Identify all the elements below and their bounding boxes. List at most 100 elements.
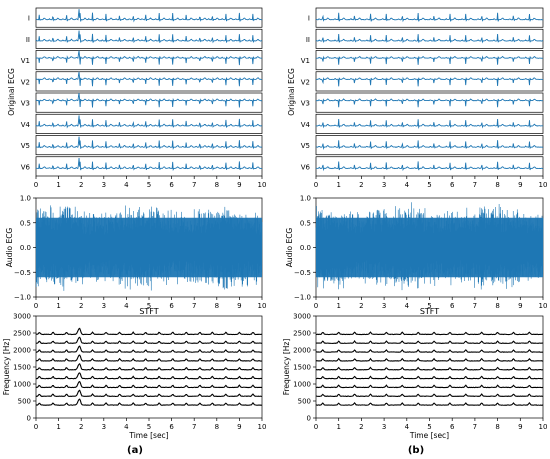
x-tick-label: 9 — [237, 302, 241, 310]
x-tick-label: 1 — [56, 302, 60, 310]
lead-waveform — [35, 9, 263, 23]
lead-label: V3 — [301, 100, 310, 108]
lead-waveform — [315, 118, 544, 129]
x-tick-label: 2 — [359, 181, 363, 189]
stft-xlabel: Time [sec] — [409, 431, 449, 440]
y-tick-label: −0.5 — [294, 269, 311, 277]
lead-waveform — [315, 76, 544, 87]
y-tick-label: 0 — [27, 415, 31, 423]
x-tick-label: 4 — [405, 181, 410, 189]
lead-label: V1 — [21, 57, 30, 65]
x-tick-label: 4 — [405, 302, 410, 310]
x-tick-label: 1 — [56, 181, 60, 189]
x-tick-label: 6 — [169, 302, 174, 310]
lead-frame — [35, 113, 263, 134]
stft-band-trace — [35, 327, 263, 336]
stft-band-trace — [315, 340, 544, 344]
lead-waveform — [35, 136, 263, 150]
lead-waveform — [35, 71, 263, 87]
y-tick-label: −0.5 — [14, 269, 31, 277]
stft-band-trace — [315, 357, 544, 362]
stft-band-trace — [315, 402, 544, 406]
x-tick-label: 5 — [427, 302, 431, 310]
lead-waveform — [315, 12, 544, 23]
x-tick-label: 2 — [79, 423, 83, 431]
lead-frame — [315, 135, 544, 156]
lead-label: V4 — [301, 121, 311, 129]
lead-label: V5 — [21, 142, 30, 150]
y-tick-label: 0.0 — [300, 244, 311, 252]
lead-label: II — [26, 36, 30, 44]
ecg-ylabel: Original ECG — [7, 68, 16, 116]
x-tick-label: 3 — [102, 423, 106, 431]
ecg-ylabel: Original ECG — [287, 68, 296, 116]
x-tick-label: 4 — [124, 423, 129, 431]
lead-label: V3 — [21, 100, 30, 108]
lead-frame — [35, 28, 263, 49]
x-tick-label: 6 — [450, 423, 455, 431]
x-tick-label: 7 — [192, 181, 196, 189]
x-tick-label: 10 — [539, 423, 548, 431]
panel-label: (a) — [127, 445, 143, 456]
stft-ylabel: Frequency [Hz] — [2, 339, 11, 396]
stft-band-trace — [35, 380, 263, 389]
x-tick-label: 0 — [34, 423, 38, 431]
x-tick-label: 8 — [215, 302, 219, 310]
lead-frame — [315, 7, 544, 28]
lead-label: I — [308, 15, 310, 23]
x-tick-label: 0 — [314, 181, 318, 189]
stft-band-trace — [315, 375, 544, 380]
panel-label: (b) — [408, 445, 424, 456]
y-tick-label: 2500 — [13, 330, 31, 338]
lead-label: V4 — [21, 121, 31, 129]
x-tick-label: 5 — [427, 423, 431, 431]
x-tick-label: 5 — [147, 302, 151, 310]
lead-waveform — [35, 30, 263, 44]
lead-label: V6 — [301, 163, 311, 171]
x-tick-label: 0 — [314, 423, 318, 431]
lead-frame — [315, 50, 544, 71]
lead-frame — [35, 92, 263, 113]
lead-waveform — [315, 161, 544, 172]
x-tick-label: 7 — [473, 302, 477, 310]
stft-band-trace — [35, 362, 263, 371]
y-tick-label: 3000 — [293, 313, 311, 321]
stft-band-trace — [315, 393, 544, 398]
x-tick-label: 0 — [34, 181, 38, 189]
y-tick-label: 2500 — [293, 330, 311, 338]
y-tick-label: 1000 — [293, 381, 311, 389]
y-tick-label: −1.0 — [294, 294, 311, 302]
x-tick-label: 5 — [147, 423, 151, 431]
x-tick-label: 6 — [450, 302, 455, 310]
lead-label: V5 — [301, 142, 310, 150]
x-tick-label: 10 — [539, 302, 548, 310]
x-tick-label: 7 — [192, 423, 196, 431]
x-tick-label: 8 — [495, 302, 499, 310]
x-tick-label: 2 — [79, 181, 83, 189]
y-tick-label: 1.0 — [300, 195, 311, 203]
x-tick-label: 4 — [124, 181, 129, 189]
stft-title: STFT — [139, 307, 158, 316]
lead-waveform — [35, 50, 263, 66]
lead-label: V6 — [21, 163, 31, 171]
stft-band-trace — [315, 366, 544, 371]
x-tick-label: 3 — [102, 181, 106, 189]
stft-plot-b: STFT 0 500 1000 1500 2000 2500 3000 0 1 2 3 4 5 6 7 8 9 10… — [282, 307, 547, 440]
lead-label: V2 — [301, 78, 310, 86]
stft-title: STFT — [420, 307, 439, 316]
y-tick-label: 500 — [298, 398, 311, 406]
x-tick-label: 1 — [336, 302, 340, 310]
lead-waveform — [315, 98, 543, 108]
x-tick-label: 1 — [56, 423, 60, 431]
lead-frame — [315, 113, 544, 134]
stft-band-trace — [35, 336, 263, 344]
x-tick-label: 8 — [495, 423, 499, 431]
x-tick-label: 10 — [258, 181, 267, 189]
x-tick-label: 9 — [237, 423, 241, 431]
y-tick-label: 3000 — [13, 313, 31, 321]
x-tick-label: 2 — [359, 423, 363, 431]
stft-band-trace — [35, 389, 263, 398]
lead-waveform — [315, 140, 544, 151]
